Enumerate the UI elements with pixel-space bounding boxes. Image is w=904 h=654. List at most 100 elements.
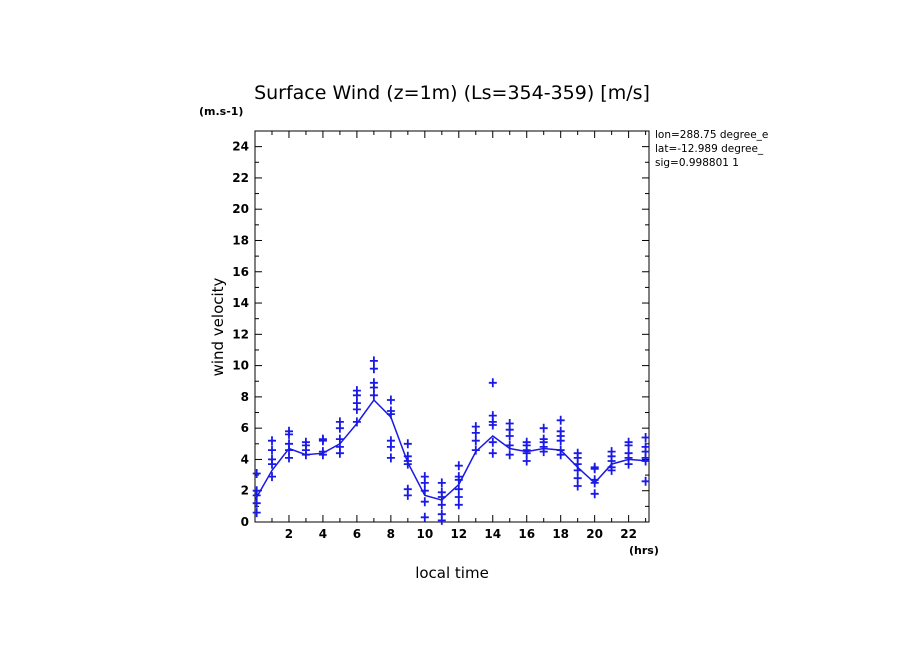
data-point (268, 436, 276, 446)
y-tick-label: 6 (241, 421, 249, 435)
data-point (420, 512, 429, 522)
data-point (590, 464, 599, 474)
data-point (369, 390, 378, 400)
data-point (624, 459, 633, 469)
data-point (556, 415, 565, 425)
data-point (369, 383, 378, 392)
data-point (454, 500, 463, 510)
data-point (268, 459, 276, 469)
y-tick-label: 14 (232, 296, 249, 310)
x-tick-label: 2 (285, 527, 293, 541)
x-tick-label: 4 (319, 527, 327, 541)
data-point (268, 445, 276, 455)
data-point (556, 450, 565, 460)
data-point (624, 440, 633, 450)
data-point (522, 448, 531, 458)
data-point (641, 476, 650, 486)
data-point (420, 486, 429, 496)
data-point (539, 447, 548, 457)
y-tick-label: 8 (241, 390, 249, 404)
data-point (607, 465, 616, 475)
data-point (505, 440, 514, 450)
data-point (252, 508, 261, 518)
data-point (590, 489, 599, 499)
chart-title: Surface Wind (z=1m) (Ls=354-359) [m/s] (254, 82, 650, 104)
x-tick-label: 22 (620, 527, 637, 541)
data-point (386, 453, 395, 463)
data-point (641, 433, 650, 442)
data-point (641, 456, 650, 466)
data-point (403, 490, 412, 500)
data-point (573, 481, 582, 491)
data-point (252, 498, 261, 508)
data-point (352, 404, 361, 414)
data-point (488, 437, 497, 447)
data-point (285, 429, 293, 439)
annotation-lat: lat=-12.989 degree_ (655, 143, 764, 155)
data-point (437, 492, 446, 502)
data-point (386, 442, 395, 452)
data-point (420, 497, 429, 507)
data-point (454, 484, 463, 494)
data-point (285, 453, 293, 463)
data-point (488, 420, 497, 430)
x-tick-label: 14 (484, 527, 501, 541)
data-point (522, 456, 531, 466)
y-tick-label: 18 (232, 233, 249, 247)
data-point (335, 448, 344, 458)
data-point (454, 461, 463, 471)
annotation-sig: sig=0.998801 1 (655, 157, 739, 169)
data-point (252, 490, 261, 500)
data-point (488, 378, 497, 388)
x-tick-label: 8 (387, 527, 395, 541)
data-point (556, 436, 565, 446)
data-point (437, 515, 446, 525)
data-point (573, 465, 582, 475)
data-point (352, 390, 361, 400)
x-tick-label: 10 (416, 527, 433, 541)
data-point (573, 473, 582, 483)
data-point (252, 469, 261, 478)
y-tick-label: 0 (241, 515, 249, 529)
series-line (254, 398, 650, 501)
data-point (285, 445, 293, 455)
y-axis-unit: (m.s-1) (199, 105, 243, 118)
y-tick-label: 22 (232, 171, 249, 185)
x-tick-label: 6 (353, 527, 361, 541)
data-point (454, 475, 463, 485)
x-axis-unit: (hrs) (629, 544, 659, 557)
data-point (471, 436, 480, 446)
data-point (369, 356, 378, 366)
data-point (318, 436, 327, 446)
data-point (420, 478, 429, 488)
data-point (403, 459, 412, 469)
data-point (403, 439, 412, 449)
data-point (471, 445, 480, 455)
data-point (335, 434, 344, 444)
data-point (352, 417, 361, 427)
data-point (471, 428, 480, 438)
y-tick-label: 10 (232, 359, 249, 373)
x-tick-label: 20 (586, 527, 603, 541)
data-point (386, 409, 395, 419)
data-point (488, 448, 497, 458)
data-point (301, 450, 310, 460)
x-tick-label: 18 (552, 527, 569, 541)
data-point (590, 478, 599, 488)
annotation-lon: lon=288.75 degree_e (655, 129, 768, 141)
x-axis-label: local time (415, 564, 489, 582)
data-point (454, 492, 463, 502)
y-tick-label: 16 (232, 265, 249, 279)
data-point (539, 423, 548, 433)
y-tick-label: 2 (241, 484, 249, 498)
y-tick-label: 12 (232, 327, 249, 341)
data-point (268, 472, 276, 482)
data-point (437, 478, 446, 488)
y-axis-label: wind velocity (209, 277, 227, 376)
data-point (505, 450, 514, 460)
plot-frame (254, 130, 650, 523)
x-tick-label: 16 (518, 527, 535, 541)
data-point (437, 500, 446, 510)
data-point (369, 364, 378, 374)
